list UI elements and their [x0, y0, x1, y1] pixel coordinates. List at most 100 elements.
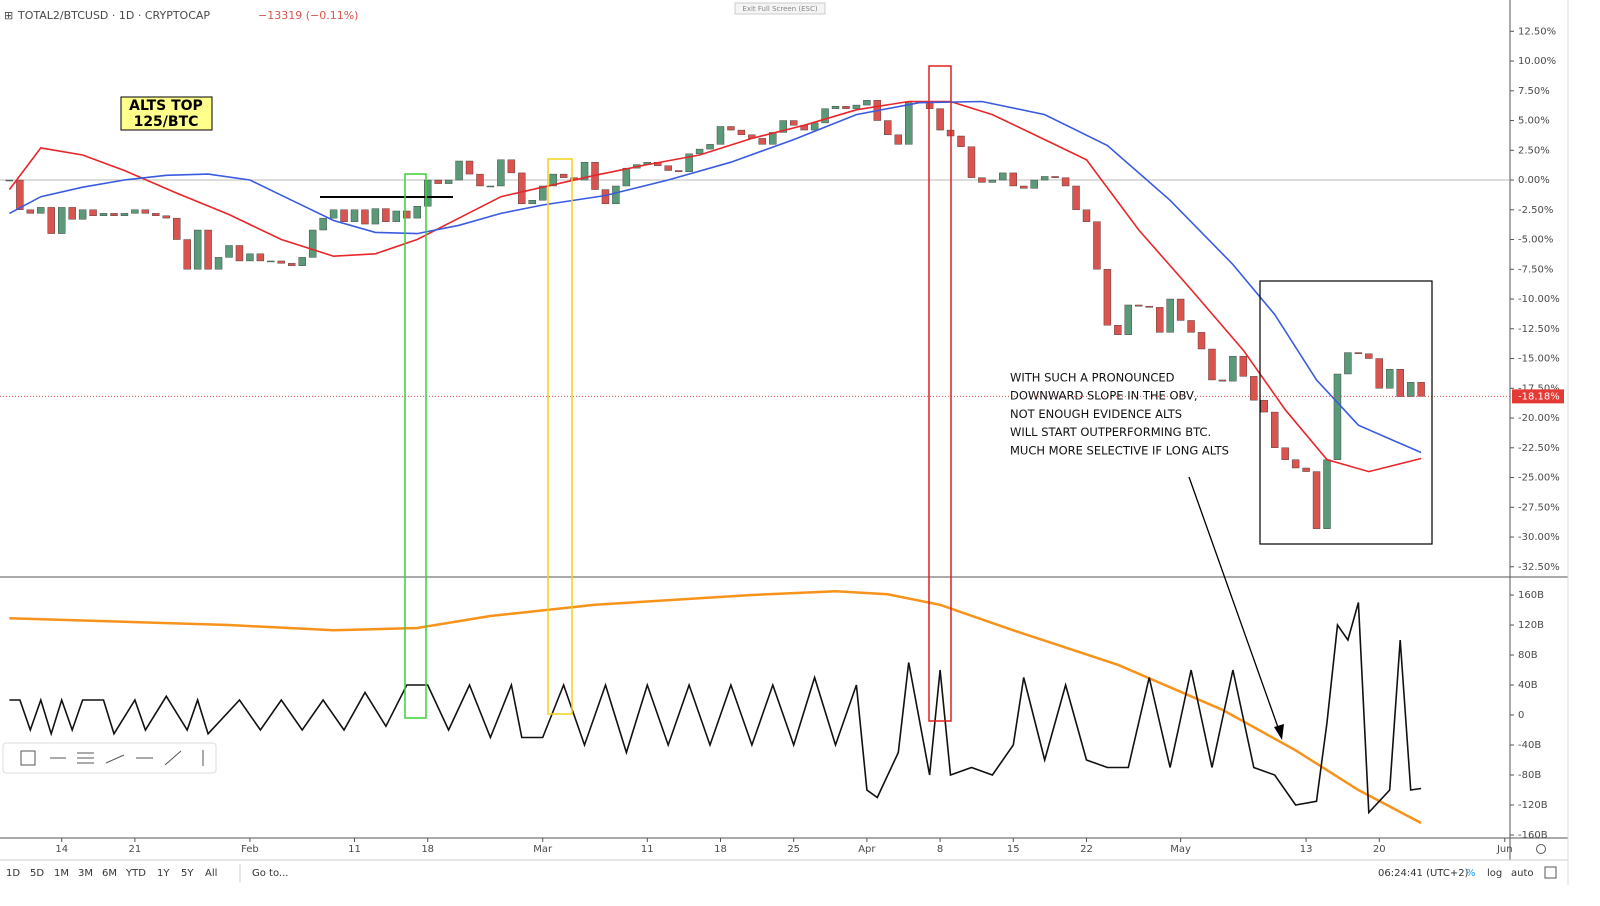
- fullscreen-icon[interactable]: [1544, 866, 1557, 879]
- x-tick-label: 11: [348, 844, 361, 855]
- exit-label[interactable]: Exit Full Screen (ESC): [742, 5, 817, 13]
- candle-body: [1302, 467, 1310, 472]
- x-tick-label: 21: [129, 844, 142, 855]
- range-button[interactable]: 3M: [78, 868, 93, 879]
- candle-body: [1166, 298, 1174, 333]
- candle-body: [559, 173, 568, 178]
- candle-body: [1124, 304, 1133, 335]
- candle-body: [1271, 411, 1279, 448]
- candle-body: [1135, 304, 1143, 307]
- clock: 06:24:41 (UTC+2): [1378, 868, 1469, 879]
- candle-body: [392, 210, 401, 222]
- candle-body: [779, 120, 787, 133]
- candle-body: [350, 209, 359, 222]
- candle-body: [455, 160, 463, 181]
- tool-icon[interactable]: [105, 754, 125, 764]
- percent-toggle[interactable]: %: [1466, 868, 1476, 879]
- candle-body: [214, 257, 223, 270]
- note-line: MUCH MORE SELECTIVE IF LONG ALTS: [1010, 443, 1229, 457]
- candle-body: [277, 260, 285, 264]
- candle-body: [1333, 373, 1342, 460]
- y-tick-label: 0.00%: [1518, 175, 1550, 186]
- range-button[interactable]: 1M: [54, 868, 69, 879]
- note-line: NOT ENOUGH EVIDENCE ALTS: [1010, 407, 1182, 421]
- range-button[interactable]: 1Y: [157, 868, 170, 879]
- candle-body: [235, 245, 244, 262]
- candle-body: [664, 165, 672, 171]
- candle-body: [1396, 369, 1404, 397]
- candle-body: [89, 209, 97, 216]
- candle-body: [403, 210, 411, 219]
- auto-toggle[interactable]: auto: [1511, 868, 1534, 879]
- y-tick-label: -20.00%: [1518, 413, 1560, 424]
- arrow-head: [1274, 724, 1284, 740]
- candle-body: [1093, 221, 1101, 270]
- candle-body: [549, 173, 557, 187]
- range-button[interactable]: 1D: [6, 868, 20, 879]
- range-button[interactable]: All: [205, 868, 217, 879]
- candle-body: [120, 213, 129, 216]
- candle-body: [16, 179, 24, 210]
- log-toggle[interactable]: log: [1487, 868, 1502, 879]
- candle-body: [47, 207, 55, 234]
- candle-body: [1344, 352, 1352, 375]
- y-tick-label: -2.50%: [1518, 205, 1553, 216]
- y-tick-label: -30.00%: [1518, 532, 1560, 543]
- candle-body: [476, 173, 484, 187]
- candle-body: [831, 106, 840, 109]
- x-tick-label: May: [1170, 844, 1191, 855]
- candle-body: [382, 208, 390, 222]
- y-tick-label: -15.00%: [1518, 354, 1560, 365]
- tool-icon[interactable]: [20, 750, 36, 766]
- candle-body: [539, 185, 547, 201]
- candle-body: [1386, 369, 1394, 389]
- candle-body: [1197, 332, 1206, 350]
- candle-body: [810, 122, 819, 131]
- candle-body: [183, 239, 191, 270]
- y-tick-label: 7.50%: [1518, 86, 1550, 97]
- goto-button[interactable]: Go to...: [252, 868, 288, 879]
- range-button[interactable]: YTD: [125, 868, 146, 879]
- tool-icon[interactable]: [164, 750, 182, 766]
- exit-button[interactable]: [734, 2, 826, 15]
- candle-body: [193, 229, 202, 270]
- y-tick-label: -32.50%: [1518, 562, 1560, 573]
- candle-body: [706, 144, 714, 150]
- candle-body: [1145, 305, 1153, 308]
- candle-body: [173, 217, 181, 240]
- y-tick-label: 40B: [1518, 680, 1538, 691]
- candle-body: [1218, 379, 1227, 382]
- candle-body: [842, 106, 850, 109]
- candle-body: [1187, 320, 1195, 333]
- candle-body: [1260, 399, 1268, 413]
- yellow-highlight: [547, 158, 573, 715]
- candle-body: [5, 179, 14, 182]
- settings-icon[interactable]: [1536, 844, 1546, 854]
- candle-body: [26, 209, 35, 214]
- candle-body: [413, 206, 421, 219]
- candle-body: [308, 229, 317, 258]
- candle-body: [1312, 471, 1321, 529]
- candle-body: [528, 200, 536, 205]
- alts-top-line: 125/BTC: [134, 114, 199, 130]
- range-button[interactable]: 6M: [102, 868, 117, 879]
- candle-body: [967, 146, 976, 178]
- arrow-line: [1188, 476, 1281, 734]
- range-button[interactable]: 5D: [30, 868, 44, 879]
- candle-body: [1375, 358, 1383, 389]
- range-button[interactable]: 5Y: [181, 868, 194, 879]
- note-line: WILL START OUTPERFORMING BTC.: [1010, 425, 1211, 439]
- x-tick-label: 11: [641, 844, 654, 855]
- drawing-toolbar: [2, 742, 217, 774]
- candle-body: [580, 161, 589, 181]
- candle-body: [936, 108, 944, 131]
- x-tick-label: Feb: [241, 844, 259, 855]
- candle-body: [486, 185, 495, 188]
- candle-body: [758, 138, 767, 145]
- candle-body: [988, 179, 997, 183]
- candle-body: [99, 213, 108, 216]
- change[interactable]: −13319 (−0.11%): [258, 9, 358, 22]
- y-tick-label: -120B: [1518, 800, 1548, 811]
